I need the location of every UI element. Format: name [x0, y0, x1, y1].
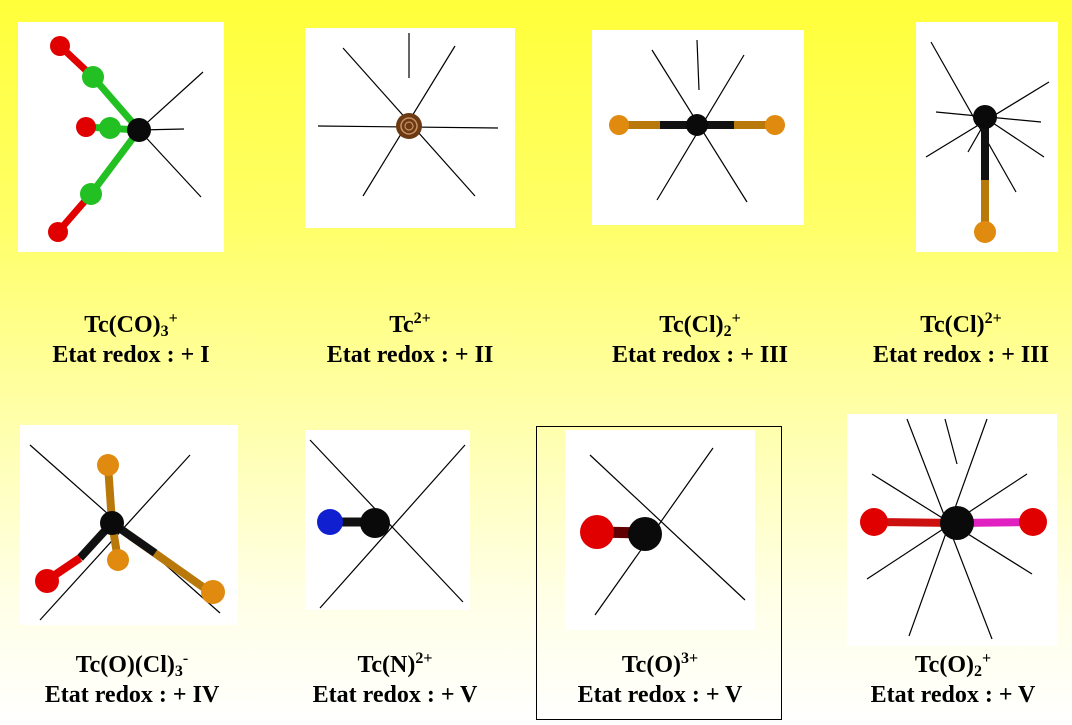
formula-label: Tc(O)3+ — [621, 650, 699, 679]
chlorine-atom — [609, 115, 629, 135]
technetium-atom — [360, 508, 390, 538]
chlorine-atom — [201, 580, 225, 604]
technetium-atom — [940, 506, 974, 540]
redox-state-label: Etat redox : + IV — [44, 682, 220, 708]
tc-cl2-molecule — [609, 39, 785, 203]
redox-state-label: Etat redox : + V — [870, 682, 1036, 708]
chlorine-atom — [974, 221, 996, 243]
caption-tc2plus: Tc2+ Etat redox : + II — [295, 310, 525, 370]
chlorine-atom — [765, 115, 785, 135]
technetium-atom — [628, 517, 662, 551]
ligand-bond-line — [138, 71, 204, 131]
redox-state-label: Etat redox : + III — [612, 342, 788, 368]
technetium-atom — [396, 113, 422, 139]
formula-label: Tc(O)(Cl)3- — [75, 650, 189, 680]
structure-panel-tc-o — [565, 430, 755, 630]
oxygen-atom — [50, 36, 70, 56]
oxygen-atom — [76, 117, 96, 137]
redox-state-label: Etat redox : + V — [577, 682, 743, 708]
structure-panel-tc-cl — [916, 22, 1058, 252]
oxygen-atom — [48, 222, 68, 242]
technetium-atom — [973, 105, 997, 129]
tc-o-molecule — [580, 447, 746, 616]
tc-co3-molecule — [48, 36, 204, 242]
redox-state-label: Etat redox : + III — [873, 342, 1049, 368]
oxygen-atom — [580, 515, 614, 549]
caption-tc-n: Tc(N)2+ Etat redox : + V — [280, 650, 510, 710]
structure-panel-tc-o2 — [847, 414, 1057, 646]
formula-label: Tc(Cl)2+ — [659, 310, 741, 340]
structure-panel-tc-n — [305, 430, 470, 610]
structure-panel-tc-o-cl3 — [20, 425, 238, 625]
ligand-bond-line — [138, 129, 202, 198]
caption-tc-cl: Tc(Cl)2+ Etat redox : + III — [852, 310, 1070, 370]
highlight-frame — [536, 426, 782, 720]
oxygen-atom — [860, 508, 888, 536]
chlorine-atom — [97, 454, 119, 476]
redox-state-label: Etat redox : + V — [312, 682, 478, 708]
tc-o2-molecule — [860, 418, 1047, 640]
chlorine-atom — [107, 549, 129, 571]
structure-panel-tc-cl2 — [592, 30, 804, 225]
redox-state-label: Etat redox : + I — [52, 342, 210, 368]
caption-tc-o2: Tc(O)2+ Etat redox : + V — [838, 650, 1068, 710]
technetium-atom — [100, 511, 124, 535]
tc-o-cl3-molecule — [29, 444, 225, 621]
tc-n-molecule — [309, 439, 466, 609]
carbon-atom — [80, 183, 102, 205]
caption-tc-co3: Tc(CO)3+ Etat redox : + I — [16, 310, 246, 370]
structure-panel-tc2plus — [305, 28, 515, 228]
formula-label: Tc(O)2+ — [914, 650, 992, 680]
tc2plus-molecule — [317, 33, 499, 197]
caption-tc-o: Tc(O)3+ Etat redox : + V — [545, 650, 775, 710]
technetium-atom — [686, 114, 708, 136]
redox-state-label: Etat redox : + II — [326, 342, 494, 368]
carbon-atom — [99, 117, 121, 139]
formula-label: Tc(N)2+ — [357, 650, 433, 679]
carbon-atom — [82, 66, 104, 88]
formula-label: Tc(Cl)2+ — [920, 310, 1002, 339]
nitrogen-atom — [317, 509, 343, 535]
formula-label: Tc2+ — [389, 310, 431, 339]
tc-cl-molecule — [925, 41, 1050, 243]
caption-tc-cl2: Tc(Cl)2+ Etat redox : + III — [585, 310, 815, 370]
structure-panel-tc-co3 — [18, 22, 224, 252]
formula-label: Tc(CO)3+ — [84, 310, 178, 340]
oxygen-atom — [35, 569, 59, 593]
oxygen-atom — [1019, 508, 1047, 536]
caption-tc-o-cl3: Tc(O)(Cl)3- Etat redox : + IV — [12, 650, 252, 710]
technetium-atom — [127, 118, 151, 142]
